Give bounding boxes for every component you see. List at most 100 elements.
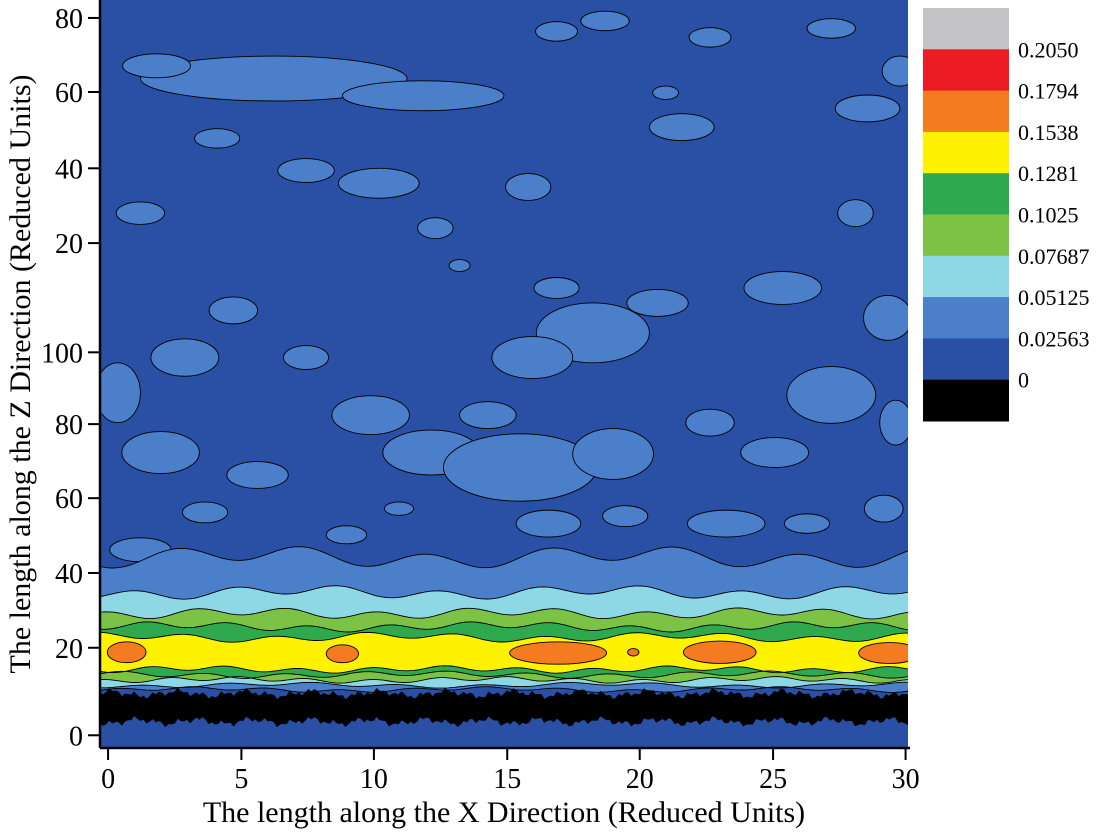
hotspot-blob [509,641,608,665]
colorbar-segment [923,379,1009,422]
density-band [100,621,908,643]
colorbar-label: 0.1538 [1018,120,1079,145]
colorbar-segment [923,297,1009,339]
x-tick-label: 15 [493,764,521,795]
hotspot-blob [106,641,147,664]
contour-line [100,686,908,693]
contour-blob [139,55,408,102]
contour-blob [100,362,141,424]
colorbar-label: 0.05125 [1018,285,1090,310]
contour-blob [331,395,410,436]
contour-line [100,621,908,633]
density-band [100,546,908,600]
y-tick-label: 20 [55,634,83,665]
hotspot-blob [325,644,360,664]
hotspot-blob [682,640,757,664]
contour-blob [686,509,766,538]
contour-blob [459,401,517,430]
contour-blob [194,128,241,149]
density-band [100,676,908,689]
contour-blob [626,289,689,317]
contour-line [100,670,908,679]
y-tick-label: 0 [69,721,83,752]
density-band [100,682,908,693]
contour-line [100,607,908,620]
contour-blob [863,295,908,341]
x-axis-title: The length along the X Direction (Reduce… [203,796,805,829]
y-tick-label: 60 [55,78,83,109]
contour-blob [442,433,598,502]
colorbar-label: 0.1281 [1018,161,1079,186]
contour-blob [743,271,822,305]
contour-blob [783,513,831,534]
colorbar-label: 0.07687 [1018,244,1090,269]
density-band [100,686,908,700]
hotspot-blob [858,642,908,664]
contour-line [100,665,908,674]
contour-line [100,676,908,684]
contour-line [100,681,908,689]
contour-blob [325,525,368,545]
contour-blob [602,505,649,528]
density-band [100,585,908,619]
contour-blob [652,85,679,100]
contour-blob [337,167,420,199]
y-tick-label: 80 [55,410,83,441]
colorbar-label: 0.1794 [1018,79,1079,104]
contour-blob [881,55,908,87]
contour-blob [863,494,904,523]
y-tick-label: 60 [55,484,83,515]
contour-line [100,585,908,600]
contour-blob [685,408,735,437]
y-axis-title: The length along the Z Direction (Reduce… [4,75,37,674]
contour-blob [383,501,414,516]
colorbar: 0.2050 0.1794 0.1538 0.1281 0.1025 0.07687 0.0… [923,8,1090,422]
colorbar-segment [923,255,1009,298]
contour-line [100,631,908,643]
contour-blob [879,399,908,446]
colorbar-segment [923,214,1009,257]
y-tick-label: 80 [55,4,83,35]
y-tick-label: 100 [41,338,83,369]
contour-blob [181,501,229,524]
x-tick-label: 5 [234,764,248,795]
x-tick-label: 25 [759,764,787,795]
contour-blob [688,27,732,48]
density-band [100,688,908,727]
contour-blob [208,296,259,325]
contour-blob [417,217,454,240]
colorbar-segment [923,8,1009,50]
contour-blob [580,10,630,32]
contour-line [100,546,908,569]
contour-blob [648,113,715,142]
contour-blob [122,53,191,79]
contour-blob [572,428,654,480]
contour-blob [533,277,580,299]
plot-area [100,0,908,748]
contour-line [100,714,908,728]
hotspot-blob [627,648,640,657]
colorbar-segment [923,90,1009,133]
y-tick-label: 40 [55,559,83,590]
contour-blob [837,199,874,228]
contour-blob [515,509,582,538]
x-tick-label: 10 [360,764,388,795]
contour-blob [505,173,552,201]
contour-blob [535,21,578,42]
colorbar-segment [923,49,1009,92]
contour-blob [448,259,471,272]
contour-blob [834,94,901,123]
colorbar-label: 0.1025 [1018,203,1079,228]
contour-blob [806,18,856,39]
density-band [100,671,908,684]
axes-layer: 0 5 10 15 20 25 30 0 20 40 60 80 100 20 40 60 80 [41,0,920,795]
y-tick-label: 20 [55,229,83,260]
contour-blob [121,431,200,474]
contour-blob [115,201,166,225]
contour-blob [277,158,335,183]
y-tick-label: 40 [55,154,83,185]
contour-blob [786,366,877,424]
colorbar-segment [923,131,1009,174]
